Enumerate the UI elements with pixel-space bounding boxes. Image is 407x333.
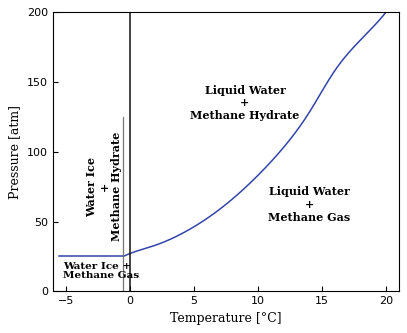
Text: Water Ice +: Water Ice +: [63, 262, 131, 271]
Text: Methane Gas: Methane Gas: [63, 271, 139, 280]
Text: Liquid Water
+
Methane Gas: Liquid Water + Methane Gas: [268, 186, 350, 223]
Text: Liquid Water
+
Methane Hydrate: Liquid Water + Methane Hydrate: [190, 85, 300, 121]
X-axis label: Temperature [°C]: Temperature [°C]: [170, 312, 282, 325]
Y-axis label: Pressure [atm]: Pressure [atm]: [8, 105, 21, 199]
Text: Water Ice
+
Methane Hydrate: Water Ice + Methane Hydrate: [86, 132, 123, 241]
